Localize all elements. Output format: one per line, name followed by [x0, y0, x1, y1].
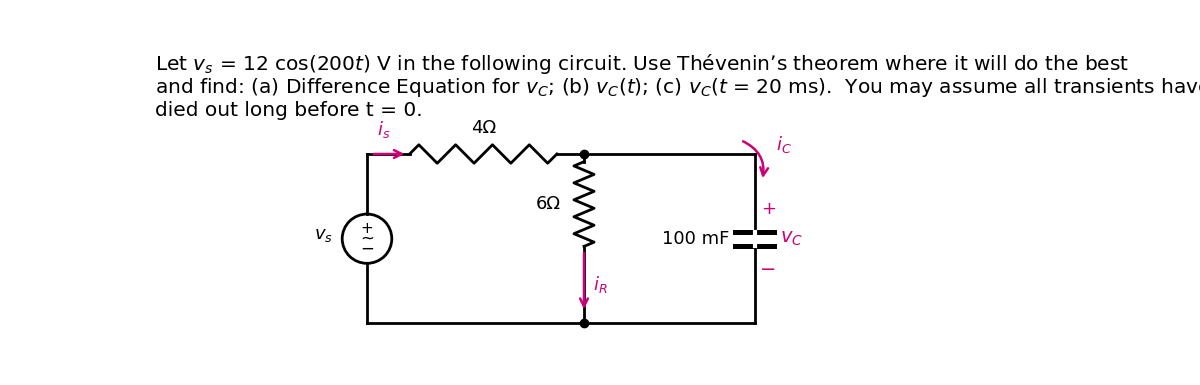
Text: +: + — [761, 201, 776, 218]
Text: 4Ω: 4Ω — [470, 119, 496, 137]
Text: $v_C$: $v_C$ — [780, 229, 803, 248]
Text: Let $v_s$ = 12 cos(200$t$) V in the following circuit. Use Thévenin’s theorem wh: Let $v_s$ = 12 cos(200$t$) V in the foll… — [156, 52, 1129, 75]
Text: and find: (a) Difference Equation for $v_C$; (b) $v_C(t)$; (c) $v_C(t$ = 20 ms).: and find: (a) Difference Equation for $v… — [156, 76, 1200, 99]
Text: died out long before t = 0.: died out long before t = 0. — [156, 101, 424, 120]
Text: −: − — [761, 260, 776, 279]
Text: $i_C$: $i_C$ — [776, 134, 792, 155]
Text: −: − — [360, 240, 374, 258]
Text: $i_s$: $i_s$ — [377, 119, 390, 140]
Text: $i_R$: $i_R$ — [593, 275, 608, 295]
Text: $v_s$: $v_s$ — [314, 226, 332, 244]
Text: +: + — [361, 221, 373, 236]
Text: ~: ~ — [360, 230, 374, 248]
Text: 100 mF: 100 mF — [661, 230, 728, 248]
Text: 6Ω: 6Ω — [535, 195, 560, 213]
